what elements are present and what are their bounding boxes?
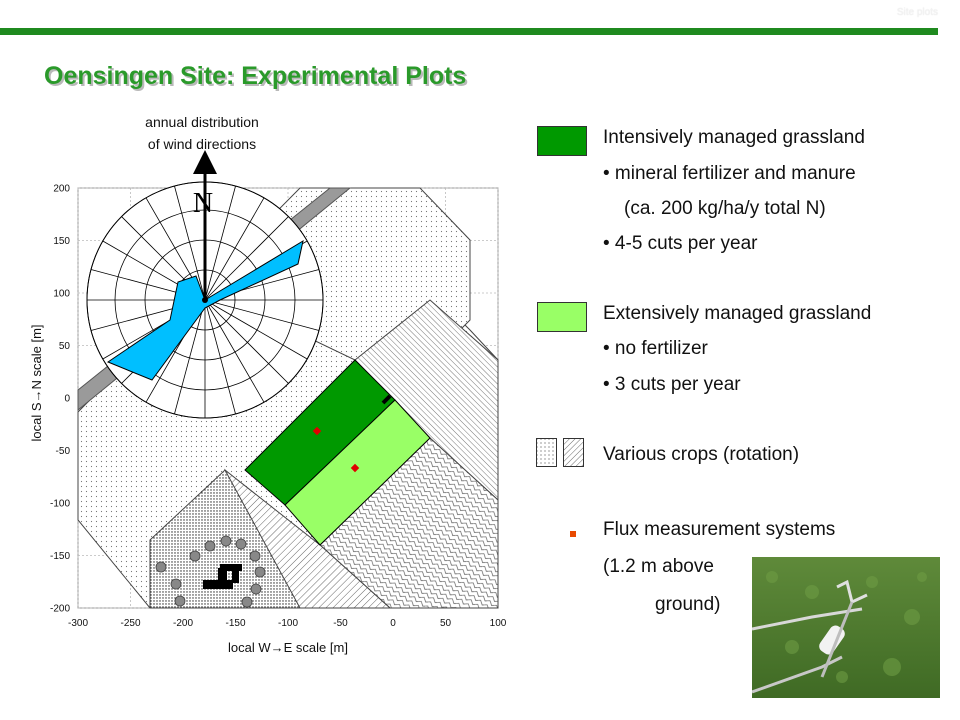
wind-label-line2: of wind directions [148, 136, 256, 152]
wind-distribution [106, 239, 304, 381]
farm-buildings [203, 564, 242, 589]
intensive-swatch [537, 126, 587, 156]
flux-marker-intensive [312, 426, 322, 436]
rose-spoke [174, 299, 206, 415]
y-axis-ticks: 200 150 100 50 0 -50 -100 -150 -200 [50, 184, 70, 615]
x-tick-label: -50 [333, 618, 348, 629]
page-title: Oensingen Site: Experimental Plots [44, 62, 467, 90]
y-tick-label: -200 [50, 604, 70, 615]
y-axis-label: local S→N scale [m] [29, 324, 44, 441]
hut-marker [381, 394, 392, 405]
x-tick-label: 100 [490, 618, 507, 629]
y-tick-label: 0 [64, 394, 70, 405]
header-bar [0, 28, 938, 35]
corner-label: Site plots [896, 7, 938, 18]
x-axis-label: local W→E scale [m] [228, 640, 348, 655]
rose-spoke [204, 299, 320, 331]
rose-spoke [204, 299, 236, 415]
legend-flux-line2: (1.2 m above [603, 556, 714, 577]
y-tick-label: 50 [59, 341, 71, 352]
x-tick-label: -100 [278, 618, 298, 629]
flux-marker-extensive [350, 463, 360, 473]
x-tick-label: -300 [68, 618, 88, 629]
x-tick-label: -250 [120, 618, 140, 629]
rose-spoke [204, 299, 265, 403]
x-tick-label: -150 [225, 618, 245, 629]
legend-extensive-item1: • no fertilizer [603, 338, 708, 359]
extensive-swatch [537, 302, 587, 332]
x-tick-label: 0 [390, 618, 396, 629]
north-letter: N [193, 188, 213, 219]
y-tick-label: 150 [53, 236, 70, 247]
x-tick-label: -200 [173, 618, 193, 629]
y-tick-label: 200 [53, 184, 70, 195]
rose-spoke [204, 299, 308, 360]
y-tick-label: 100 [53, 289, 70, 300]
legend-flux-line3: ground) [655, 594, 721, 615]
wind-label-line1: annual distribution [145, 114, 259, 130]
rose-spoke [204, 216, 289, 301]
legend-intensive-title: Intensively managed grassland [603, 127, 865, 148]
flux-system-photo [752, 557, 940, 698]
rose-spoke [174, 185, 206, 301]
extensive-grassland-plot [284, 399, 431, 546]
flux-legend-marker [570, 531, 576, 537]
crops-swatches [536, 438, 584, 467]
y-tick-label: -50 [56, 446, 71, 457]
legend-extensive-item2: • 3 cuts per year [603, 374, 741, 395]
rose-spoke [204, 185, 236, 301]
rose-spoke [204, 299, 289, 384]
legend-crops-title: Various crops (rotation) [603, 444, 800, 465]
legend-intensive-item2: (ca. 200 kg/ha/y total N) [624, 198, 826, 219]
y-tick-label: -100 [50, 499, 70, 510]
trees [155, 535, 266, 608]
legend-intensive-item3: • 4-5 cuts per year [603, 233, 758, 254]
x-axis-ticks: -300 -250 -200 -150 -100 -50 0 50 100 [68, 618, 507, 629]
legend-intensive-item1: • mineral fertilizer and manure [603, 163, 856, 184]
legend-flux-title: Flux measurement systems [603, 519, 836, 540]
wind-rose: N [86, 150, 324, 419]
y-tick-label: -150 [50, 551, 70, 562]
rose-spoke [204, 197, 265, 301]
legend-extensive-title: Extensively managed grassland [603, 303, 872, 324]
x-tick-label: 50 [440, 618, 452, 629]
